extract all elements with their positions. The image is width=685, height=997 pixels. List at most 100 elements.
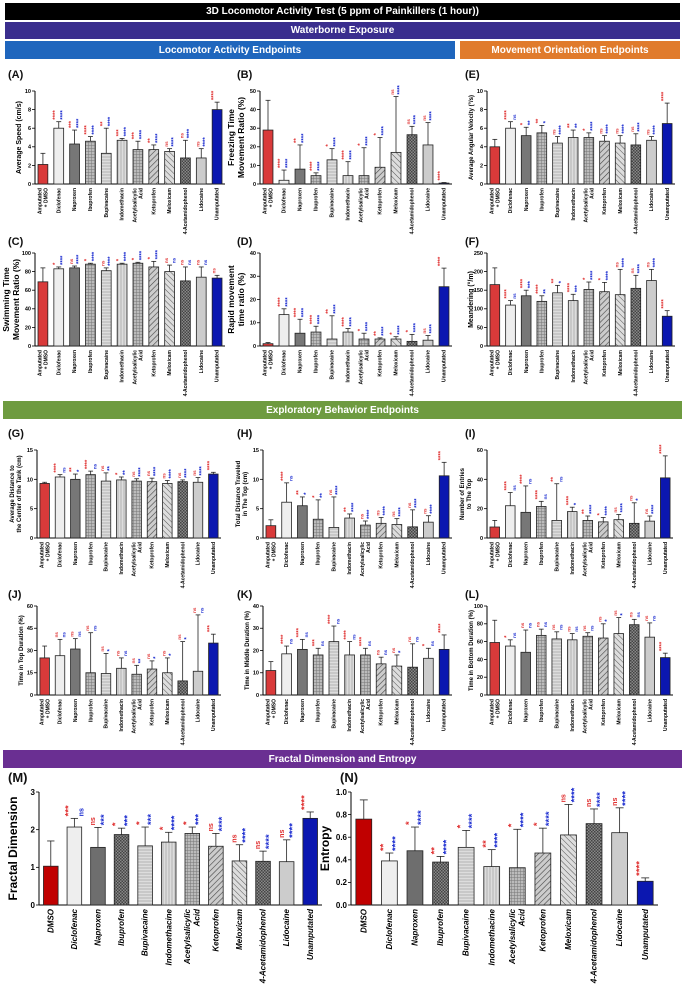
category-label-line: Indomethacin (571, 350, 577, 383)
category-label: Naproxen (300, 542, 306, 565)
panel-letter: (F) (465, 236, 479, 248)
significance-marker: * (506, 823, 517, 827)
significance-marker: ns (527, 622, 532, 628)
significance-marker: ns (390, 89, 395, 95)
significance-marker: ** (138, 658, 144, 663)
category-label: Naproxen (94, 909, 103, 946)
significance-marker: **** (60, 110, 66, 120)
category-label: 4-Acetamidophenol (633, 187, 639, 234)
bar-ketoprofen (599, 291, 610, 347)
significance-marker: **** (438, 256, 444, 266)
category-label: Lidocaine (426, 350, 432, 374)
significance-marker: **** (638, 263, 644, 273)
category-label-line: Lidocaine (196, 699, 202, 723)
significance-marker: ns (231, 834, 239, 842)
bar-bupivacaine (457, 846, 475, 906)
significance-marker: ns (512, 632, 517, 638)
significance-marker: **** (169, 469, 175, 479)
bar-4-acetamidophenol (585, 823, 603, 906)
y-axis-label-line: Entropy (318, 826, 332, 872)
category-label-line: + DMSO (495, 542, 501, 561)
chart-panel: (D) 0 10 20 30 40 Rapid movementtime ratio (%)… (226, 236, 452, 396)
category-label-line: Acetylsalicylic (360, 542, 366, 577)
bar-lidocaine (646, 280, 657, 347)
category-label: Amputated+ DMSO (489, 188, 501, 214)
significance-marker: **** (350, 150, 356, 160)
category-label-line: 4-Acetamidophenol (410, 349, 416, 396)
significance-marker: **** (430, 504, 436, 514)
significance-marker: ns (644, 615, 649, 621)
category-label-line: 4-Acetamidophenol (180, 698, 186, 745)
significance-marker: **** (85, 459, 91, 469)
y-tick-label: 50 (477, 325, 483, 331)
category-label-line: Lidocaine (426, 188, 432, 212)
bar-lidocaine (611, 832, 628, 906)
significance-marker: **** (208, 460, 214, 470)
y-tick-label: 40 (477, 657, 483, 663)
significance-marker: ns (146, 653, 151, 659)
category-label: Meloxicam (618, 187, 624, 213)
significance-marker: **** (382, 326, 388, 336)
category-label-line: Naproxen (73, 699, 79, 722)
bar-meloxicam (560, 834, 577, 906)
category-label-line: + DMSO (271, 542, 277, 561)
category-label: Indomethacin (347, 699, 353, 732)
y-tick-label: 15 (27, 448, 33, 454)
category-label-line: Amputated (489, 350, 495, 376)
bar-ibuprofen (85, 672, 96, 696)
bar-bupivacaine (100, 270, 112, 347)
category-label: Diclofenac (508, 188, 514, 214)
bar-naproxen (294, 332, 306, 347)
bar-ibuprofen (310, 175, 322, 185)
panel-letter: (N) (340, 770, 358, 785)
category-label: Unamputated (641, 908, 650, 960)
significance-marker: *** (123, 815, 134, 826)
significance-marker: **** (520, 278, 526, 288)
y-tick-label: 20 (477, 675, 483, 681)
significance-marker: **** (342, 150, 348, 160)
bar-unamputated (636, 880, 654, 906)
category-label: Diclofenac (284, 542, 290, 568)
significance-marker: ns (628, 495, 633, 501)
category-label-line: Ketoprofen (379, 699, 385, 726)
category-label: Ibuprofen (117, 909, 126, 946)
significance-marker: **** (504, 481, 510, 491)
bar-acetylsalicylic-acid (184, 833, 201, 906)
significance-marker: **** (382, 125, 388, 135)
y-tick-label: 0.6 (336, 833, 348, 842)
category-label: Naproxen (524, 188, 530, 211)
significance-marker: *** (575, 285, 581, 293)
bar-ketoprofen (375, 663, 387, 696)
bar-diclofenac (54, 476, 66, 539)
bar-4-acetamidophenol (177, 481, 188, 539)
category-label: Ketoprofen (379, 699, 385, 726)
significance-marker: ns (552, 129, 557, 135)
y-tick-label: 1 (31, 863, 36, 872)
bar-diclofenac (381, 860, 398, 906)
significance-marker: **** (281, 634, 287, 644)
category-label: Ketoprofen (150, 542, 156, 569)
category-label-line: Meloxicam (394, 541, 400, 567)
bar-unamputated (211, 109, 223, 185)
significance-marker: **** (60, 255, 66, 265)
bar-bupivacaine (326, 159, 338, 185)
bar-bupivacaine (551, 638, 562, 696)
bar-naproxen (297, 505, 308, 539)
category-label-line: Naproxen (298, 350, 304, 373)
bar-ibuprofen (310, 331, 322, 347)
significance-marker: ** (544, 288, 550, 293)
significance-marker: ns (304, 632, 309, 638)
category-label: Meloxicam (564, 909, 573, 950)
bar-4-acetamidophenol (180, 157, 191, 185)
y-tick-label: 0 (480, 182, 483, 188)
category-label-line: 4-Acetamidophenol (410, 541, 416, 588)
bar-diclofenac (278, 314, 290, 347)
significance-marker: ns (423, 508, 428, 514)
bar-naproxen (520, 135, 532, 185)
y-tick-label: 30 (27, 648, 33, 654)
significance-marker: **** (366, 136, 372, 146)
category-label: Ibuprofen (539, 542, 545, 565)
y-axis-label: Rapid movementtime ratio (%) (226, 265, 246, 334)
